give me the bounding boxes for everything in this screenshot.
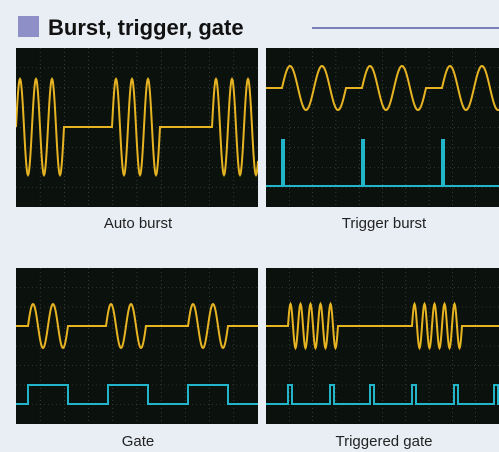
caption: Auto burst bbox=[104, 215, 173, 232]
trace bbox=[266, 384, 499, 405]
trace bbox=[266, 301, 499, 351]
screens bbox=[16, 48, 499, 424]
scope-screen bbox=[16, 268, 258, 424]
trace bbox=[16, 384, 258, 405]
caption: Trigger burst bbox=[342, 215, 427, 232]
trace bbox=[266, 139, 499, 187]
trace bbox=[16, 302, 258, 350]
scope-screen bbox=[266, 48, 499, 207]
title-icon bbox=[18, 16, 39, 37]
caption: Triggered gate bbox=[335, 433, 432, 450]
section-title: Burst, trigger, gate bbox=[48, 15, 244, 40]
caption: Gate bbox=[122, 433, 155, 450]
trace bbox=[266, 64, 499, 112]
scope-screen bbox=[16, 48, 258, 207]
trace bbox=[16, 76, 258, 178]
scope-screen bbox=[266, 268, 499, 424]
